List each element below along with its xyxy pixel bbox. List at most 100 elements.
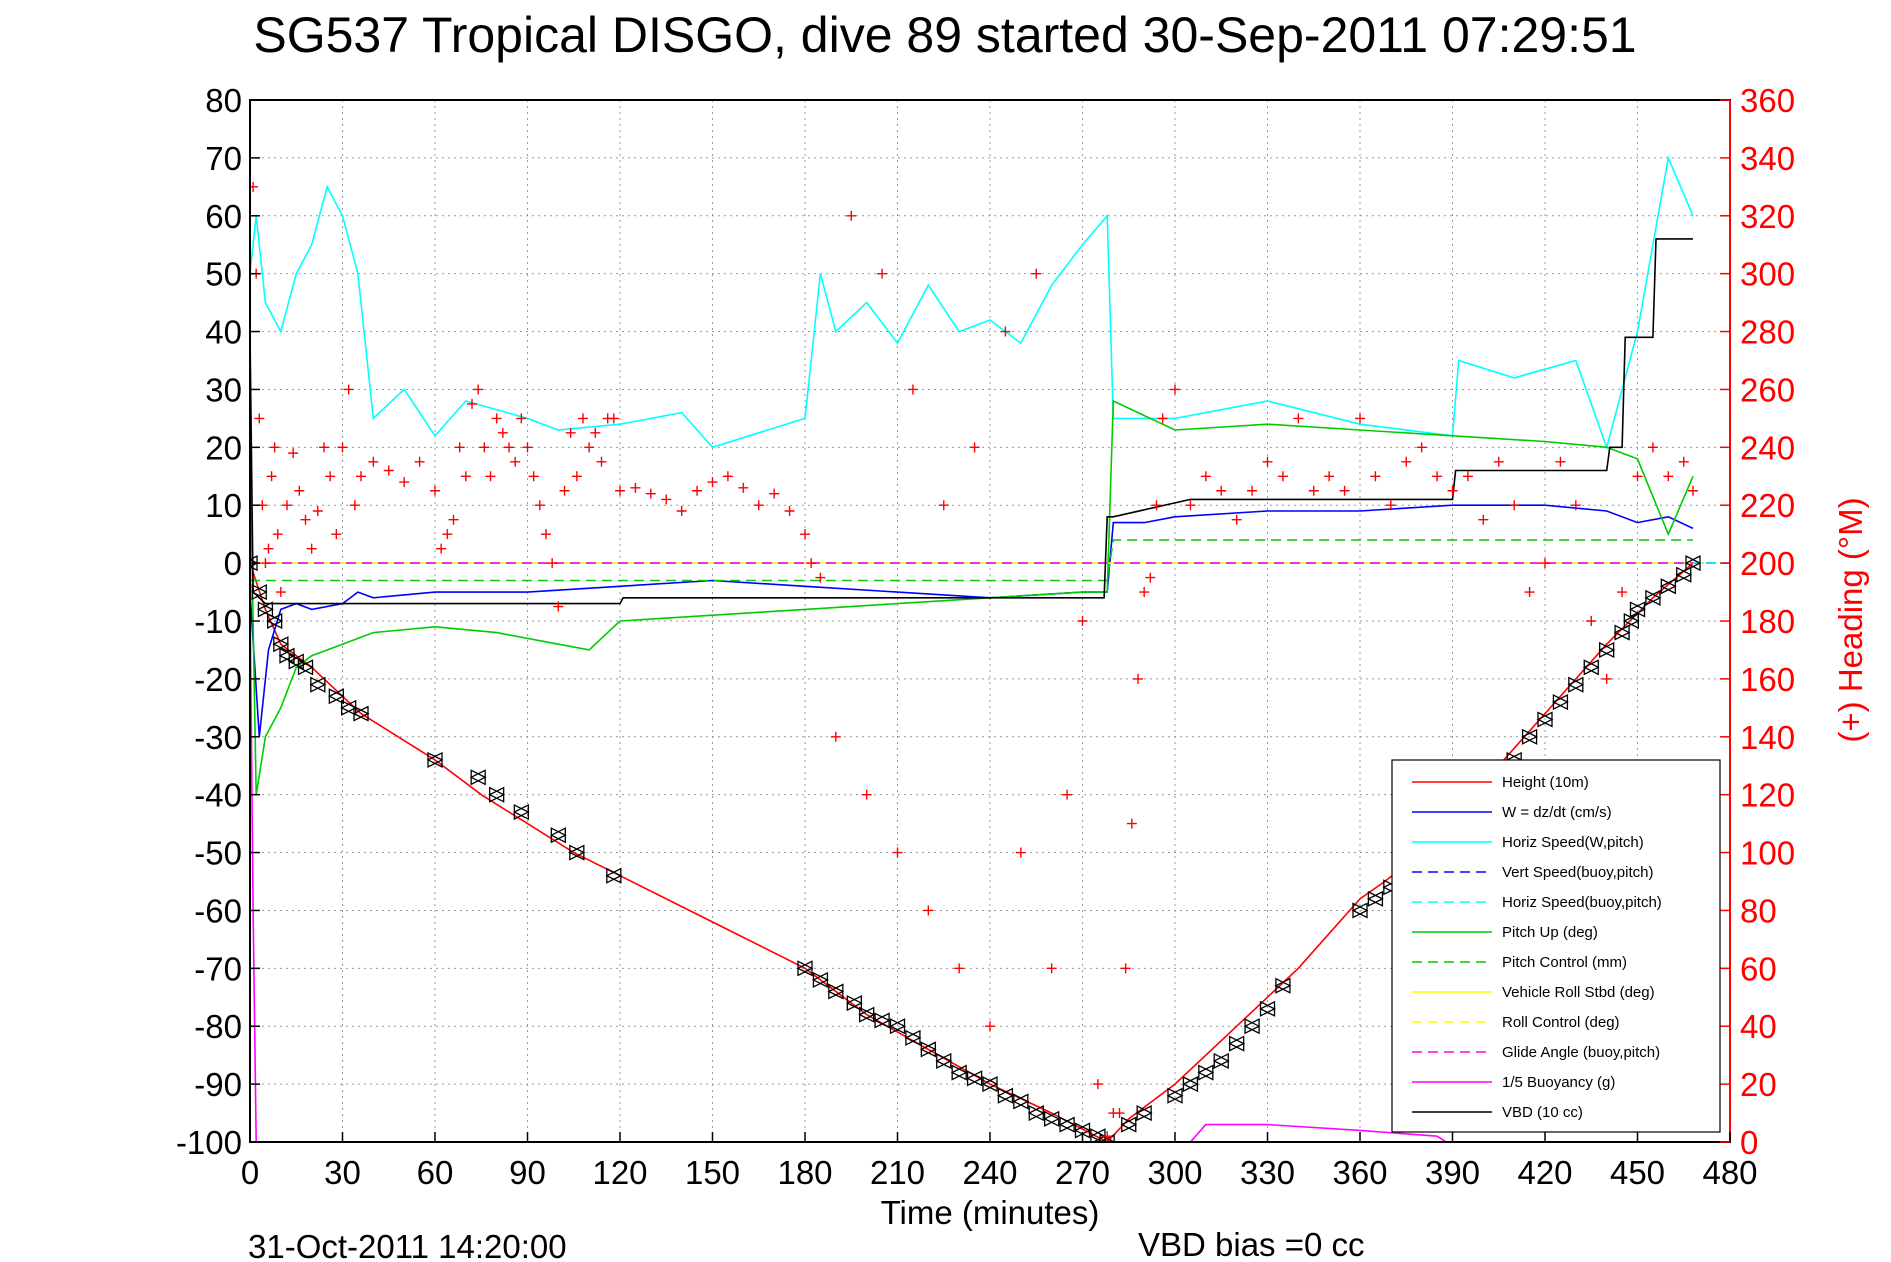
series-line-3 [250,155,1694,450]
heading-marker [590,427,601,438]
heading-marker [1185,500,1196,511]
heading-marker [1145,572,1156,583]
heading-marker [892,847,903,858]
height-marker [1058,1116,1075,1133]
y-tick-label-right: 80 [1740,892,1777,929]
height-marker [1582,659,1599,676]
x-tick-label: 390 [1425,1154,1480,1191]
height-marker [1684,555,1701,572]
height-marker [426,751,443,768]
heading-marker [473,384,484,395]
x-tick-label: 150 [685,1154,740,1191]
legend-label-2: W = dz/dt (cm/s) [1502,804,1612,821]
height-marker [858,1006,875,1023]
heading-marker [1601,673,1612,684]
legend-label-10: Glide Angle (buoy,pitch) [1502,1044,1660,1061]
height-marker [996,1087,1014,1104]
y-tick-label-left: 80 [205,82,242,119]
timestamp: 31-Oct-2011 14:20:00 [248,1228,567,1262]
height-marker [1366,890,1384,907]
heading-marker [1151,500,1162,511]
x-tick-label: 240 [962,1154,1017,1191]
height-marker [1675,566,1692,583]
heading-marker [1262,456,1273,467]
heading-marker [1200,471,1211,482]
heading-marker [1277,471,1288,482]
height-marker [1059,1116,1076,1133]
y-tick-label-left: 30 [205,371,242,408]
heading-marker [1447,485,1458,496]
heading-marker [630,482,641,493]
heading-marker [260,558,271,569]
y-tick-label-right: 100 [1740,835,1795,872]
heading-marker [343,384,354,395]
height-marker [1659,578,1676,595]
heading-marker [534,500,545,511]
heading-marker [1000,326,1011,337]
height-marker [1598,641,1615,658]
y-tick-label-left: -80 [194,1008,242,1045]
height-marker [310,676,327,693]
x-tick-label: 360 [1332,1154,1387,1191]
heading-marker [436,543,447,554]
heading-marker [541,529,551,540]
heading-marker [1540,558,1550,569]
heading-marker [1157,413,1168,424]
y-tick-label-right: 20 [1740,1066,1777,1103]
legend-label-9: Roll Control (deg) [1502,1014,1620,1031]
heading-marker [312,506,323,517]
heading-marker [615,485,625,496]
heading-marker [430,485,440,496]
height-marker [287,653,304,670]
heading-marker [1401,456,1412,467]
heading-marker [1170,384,1180,395]
y-tick-label-right: 320 [1740,198,1795,235]
height-marker [605,867,622,884]
x-tick-label: 30 [324,1154,361,1191]
height-marker [950,1064,967,1081]
y-tick-label-left: -30 [194,719,242,756]
height-marker [1551,693,1569,711]
height-marker [1181,1076,1199,1093]
heading-marker [1570,500,1581,511]
heading-marker [356,471,366,482]
heading-marker [1133,673,1143,684]
legend-label-5: Horiz Speed(buoy,pitch) [1502,894,1662,911]
legend-label-3: Horiz Speed(W,pitch) [1502,834,1644,851]
heading-marker [969,442,980,453]
heading-marker [1462,471,1473,482]
heading-marker [1031,268,1042,279]
heading-marker [1247,485,1258,496]
heading-marker [1120,963,1131,974]
heading-marker [1216,485,1227,496]
legend-box [1391,759,1721,1133]
height-marker [1243,1018,1260,1035]
heading-marker [907,384,918,395]
heading-marker [1126,818,1137,829]
heading-marker [325,471,336,482]
heading-marker [414,456,425,467]
y-tick-label-left: -70 [194,950,242,987]
heading-marker [300,514,311,525]
y-tick-label-right: 0 [1740,1124,1758,1161]
heading-marker [1102,1131,1113,1142]
height-marker [278,647,295,664]
heading-marker [442,529,453,540]
heading-marker [1139,587,1150,598]
heading-marker [319,442,329,453]
heading-marker [383,465,394,476]
x-tick-label: 210 [870,1154,925,1191]
heading-marker [294,485,305,496]
height-marker [935,1052,952,1070]
height-marker [1567,676,1584,693]
height-marker [568,844,585,861]
series-line-7 [250,539,1693,582]
heading-marker [1293,413,1304,424]
height-marker [1166,1087,1183,1104]
height-marker [1275,977,1292,994]
height-marker [297,659,314,676]
heading-marker [954,963,965,974]
heading-marker [830,731,841,742]
right-axis-label: (+) Heading (°M) [1832,497,1869,742]
